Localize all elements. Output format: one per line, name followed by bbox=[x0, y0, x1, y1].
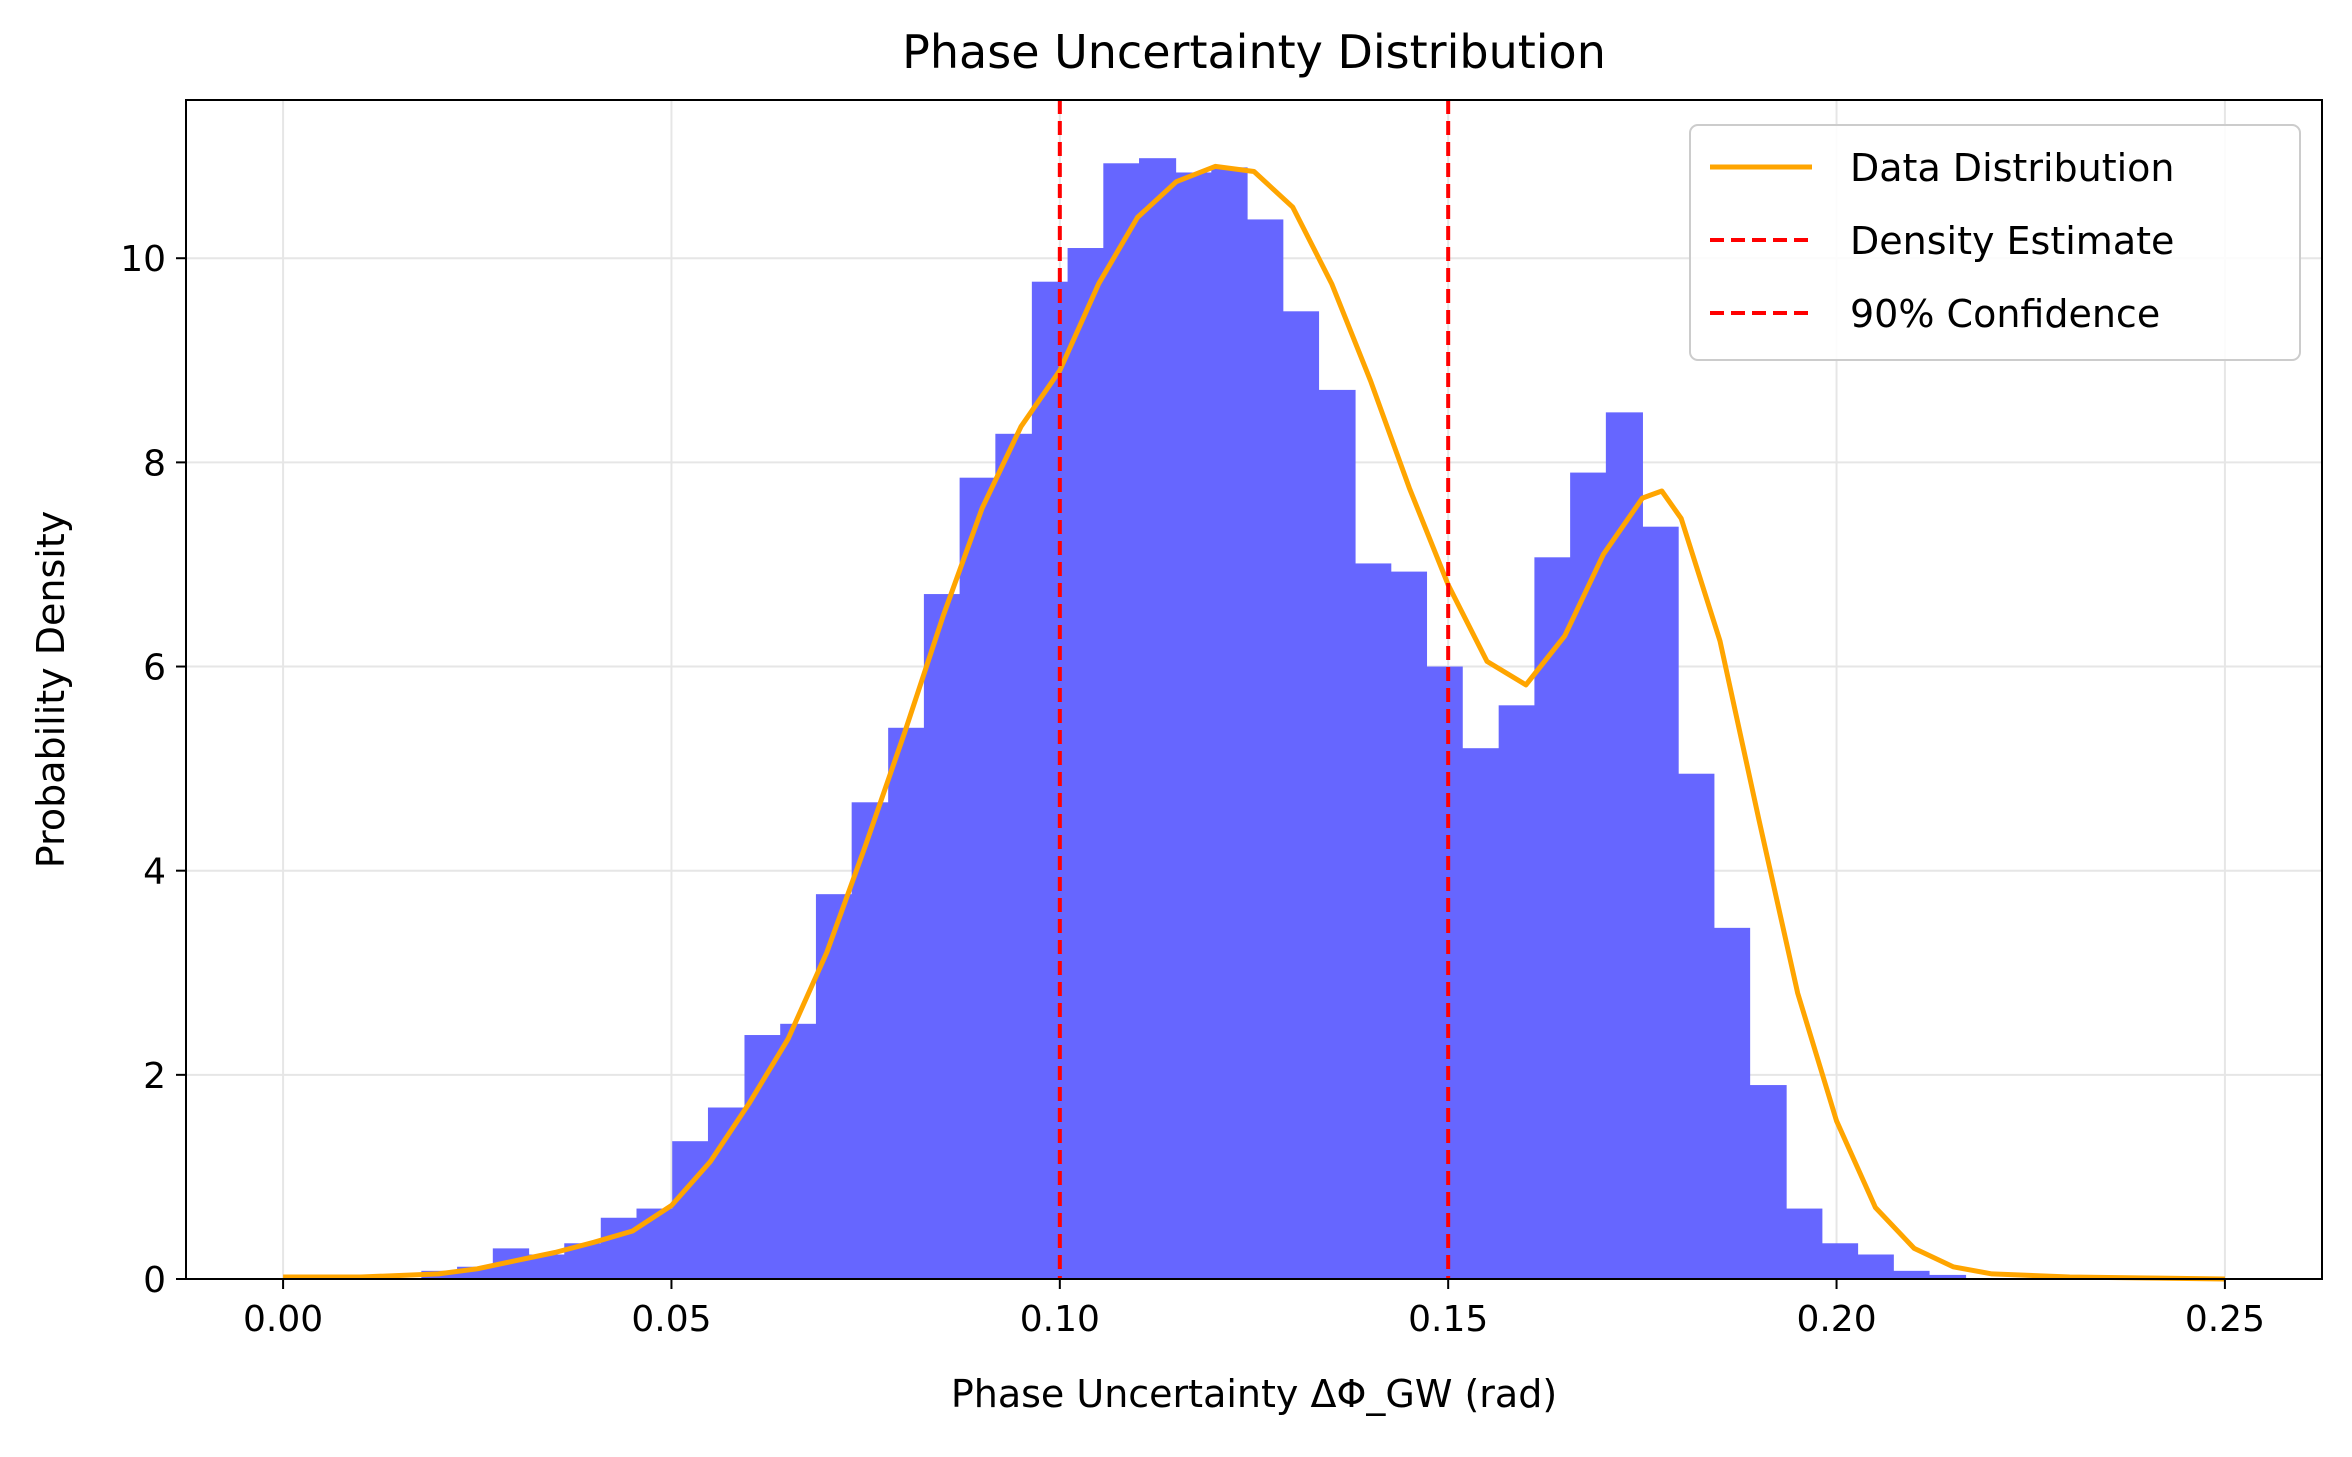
x-axis-title: Phase Uncertainty ΔΦ_GW (rad) bbox=[951, 1372, 1557, 1416]
x-tick-label: 0.05 bbox=[631, 1299, 711, 1340]
histogram-bar bbox=[1139, 158, 1177, 1279]
histogram-bar bbox=[1749, 1085, 1787, 1279]
plot-frame bbox=[185, 99, 2323, 1280]
histogram-bar bbox=[1570, 472, 1607, 1279]
y-tick-label: 0 bbox=[143, 1260, 166, 1301]
histogram-bar bbox=[1390, 571, 1428, 1279]
legend: Data Distribution Density Estimate 90% Con… bbox=[1689, 124, 2301, 361]
histogram-bar bbox=[1031, 281, 1069, 1279]
y-tick-label: 10 bbox=[120, 239, 166, 280]
y-tick-label: 4 bbox=[143, 852, 166, 893]
legend-label-density-estimate: Density Estimate bbox=[1850, 219, 2174, 263]
x-tick-label: 0.15 bbox=[1408, 1299, 1488, 1340]
histogram-bar bbox=[1534, 557, 1571, 1279]
histogram-bar bbox=[1928, 1274, 1967, 1279]
histogram-bar bbox=[1247, 219, 1284, 1280]
histogram-bar bbox=[959, 477, 996, 1279]
histogram-bars bbox=[421, 158, 1967, 1280]
histogram-bar bbox=[1713, 927, 1751, 1279]
histogram-bar bbox=[1857, 1254, 1894, 1279]
histogram-bar bbox=[851, 802, 889, 1279]
series-lines bbox=[283, 100, 2225, 1282]
histogram-bar bbox=[1103, 163, 1140, 1279]
y-axis-title: Probability Density bbox=[29, 511, 73, 868]
y-tick-label: 6 bbox=[143, 648, 166, 689]
histogram-bar bbox=[1498, 705, 1535, 1279]
histogram-bar bbox=[1426, 666, 1463, 1279]
axis-ticks: 0.00 0.05 0.10 0.15 0.20 0.25 0 2 4 6 8 10 bbox=[120, 239, 2265, 1340]
histogram-bar bbox=[600, 1217, 638, 1279]
histogram-bar bbox=[636, 1208, 673, 1279]
legend-label-data-distribution: Data Distribution bbox=[1850, 146, 2175, 190]
histogram-bar bbox=[995, 433, 1033, 1279]
histogram-bar bbox=[1354, 563, 1392, 1279]
x-tick-label: 0.10 bbox=[1020, 1299, 1100, 1340]
y-tick-label: 8 bbox=[143, 443, 166, 484]
y-tick-label: 2 bbox=[143, 1056, 166, 1097]
histogram-bar bbox=[1067, 248, 1104, 1280]
chart-title: Phase Uncertainty Distribution bbox=[902, 25, 1606, 79]
x-tick-label: 0.20 bbox=[1796, 1299, 1876, 1340]
x-tick-label: 0.25 bbox=[2185, 1299, 2265, 1340]
histogram-bar bbox=[1786, 1208, 1823, 1279]
histogram-bar bbox=[1462, 748, 1500, 1279]
histogram-bar bbox=[888, 727, 925, 1279]
data-distribution-line bbox=[283, 163, 2225, 1282]
histogram-bar bbox=[1678, 773, 1715, 1279]
histogram-bar bbox=[1605, 412, 1643, 1280]
legend-label-90-confidence: 90% Confidence bbox=[1850, 292, 2160, 336]
histogram-bar bbox=[1642, 526, 1679, 1279]
histogram-bar bbox=[1211, 167, 1248, 1279]
histogram-bar bbox=[923, 594, 961, 1279]
histogram-bar bbox=[672, 1141, 709, 1279]
histogram-bar bbox=[780, 1023, 817, 1279]
histogram-bar bbox=[744, 1035, 781, 1279]
histogram-bar bbox=[1175, 172, 1212, 1279]
histogram-bar bbox=[815, 894, 853, 1279]
histogram-bar bbox=[1318, 389, 1356, 1279]
histogram-bar bbox=[1821, 1243, 1859, 1279]
histogram-bar bbox=[1893, 1270, 1930, 1279]
histogram-bar bbox=[1282, 311, 1320, 1280]
legend-box bbox=[1689, 124, 2301, 361]
x-tick-label: 0.00 bbox=[243, 1299, 323, 1340]
